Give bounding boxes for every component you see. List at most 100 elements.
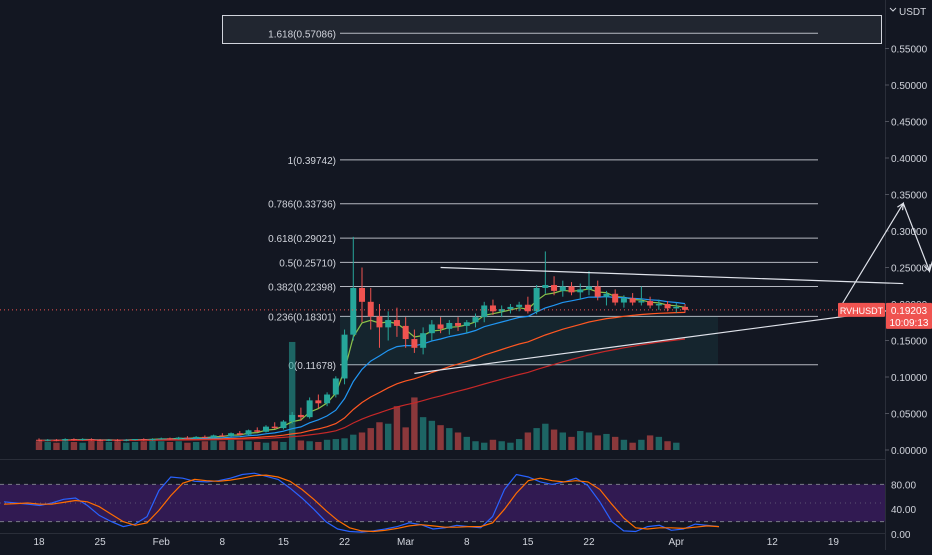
stoch-axis-label: 0.00 bbox=[891, 530, 911, 541]
candle-down[interactable] bbox=[297, 414, 304, 418]
candle-down[interactable] bbox=[140, 439, 147, 441]
stoch-axis-label: 80.00 bbox=[891, 480, 916, 491]
fib-level-label: 0.236(0.18301) bbox=[268, 312, 336, 323]
volume-bar bbox=[611, 436, 619, 450]
candle-down[interactable] bbox=[376, 316, 383, 328]
fib-target-box[interactable] bbox=[222, 15, 882, 44]
candle-down[interactable] bbox=[359, 287, 366, 302]
candle-down[interactable] bbox=[393, 320, 400, 326]
candle-up[interactable] bbox=[481, 305, 488, 318]
candle-down[interactable] bbox=[114, 439, 121, 441]
candle-up[interactable] bbox=[516, 304, 523, 307]
volume-bar bbox=[105, 441, 113, 450]
stoch-rsi-pane[interactable]: 80.00 40.00 0.00 bbox=[0, 472, 916, 541]
volume-bar bbox=[219, 441, 226, 450]
candle-down[interactable] bbox=[455, 322, 462, 326]
candle-up[interactable] bbox=[210, 435, 217, 438]
volume-bar bbox=[140, 441, 147, 450]
candle-down[interactable] bbox=[201, 436, 208, 438]
candle-up[interactable] bbox=[79, 439, 86, 441]
candle-down[interactable] bbox=[489, 305, 496, 312]
candle-up[interactable] bbox=[289, 414, 296, 422]
candle-down[interactable] bbox=[551, 285, 558, 291]
candle-down[interactable] bbox=[97, 439, 104, 441]
time-axis-label: 8 bbox=[220, 537, 226, 548]
candle-up[interactable] bbox=[306, 400, 313, 418]
candle-down[interactable] bbox=[70, 439, 77, 441]
candle-up[interactable] bbox=[385, 320, 392, 328]
candle-down[interactable] bbox=[629, 298, 636, 303]
candle-down[interactable] bbox=[612, 293, 619, 303]
candle-up[interactable] bbox=[498, 309, 505, 312]
candle-up[interactable] bbox=[428, 324, 435, 334]
candle-up[interactable] bbox=[332, 378, 339, 395]
candle-down[interactable] bbox=[402, 325, 409, 340]
candle-down[interactable] bbox=[594, 286, 601, 297]
candle-down[interactable] bbox=[367, 301, 374, 317]
candle-down[interactable] bbox=[254, 430, 261, 432]
candle-up[interactable] bbox=[420, 333, 427, 348]
candle-down[interactable] bbox=[271, 426, 278, 429]
candle-down[interactable] bbox=[88, 439, 95, 441]
candle-down[interactable] bbox=[647, 301, 654, 306]
volume-bar bbox=[489, 439, 497, 450]
candle-up[interactable] bbox=[533, 287, 540, 312]
candle-up[interactable] bbox=[585, 286, 592, 290]
candle-down[interactable] bbox=[166, 438, 173, 440]
symbol-badge[interactable] bbox=[838, 302, 885, 317]
candle-up[interactable] bbox=[324, 394, 331, 404]
candle-down[interactable] bbox=[568, 286, 575, 293]
candle-up[interactable] bbox=[175, 437, 182, 440]
candle-down[interactable] bbox=[411, 339, 418, 348]
candle-up[interactable] bbox=[446, 322, 453, 329]
candle-down[interactable] bbox=[236, 433, 243, 435]
candle-down[interactable] bbox=[437, 324, 444, 329]
last-price-badge[interactable] bbox=[886, 302, 932, 329]
candle-down[interactable] bbox=[524, 304, 531, 312]
time-axis[interactable]: 18 25 Feb 8 15 22 Mar 8 15 22 Apr 12 19 bbox=[33, 537, 839, 548]
price-axis-label: 0.10000 bbox=[891, 373, 928, 384]
candle-up[interactable] bbox=[62, 439, 69, 441]
candle-up[interactable] bbox=[620, 298, 627, 303]
candle-up[interactable] bbox=[193, 436, 200, 439]
projection-path[interactable] bbox=[841, 34, 932, 305]
candle-up[interactable] bbox=[280, 421, 287, 429]
triangle-upper-trendline[interactable] bbox=[440, 266, 904, 285]
candle-up[interactable] bbox=[507, 306, 514, 310]
candle-up[interactable] bbox=[132, 439, 139, 441]
candle-up[interactable] bbox=[350, 287, 357, 335]
candle-up[interactable] bbox=[559, 286, 566, 291]
candle-up[interactable] bbox=[262, 426, 269, 432]
candle-up[interactable] bbox=[638, 301, 645, 303]
candle-up[interactable] bbox=[673, 306, 680, 309]
candle-up[interactable] bbox=[577, 289, 584, 293]
candle-down[interactable] bbox=[664, 304, 671, 309]
candle-up[interactable] bbox=[105, 439, 112, 441]
candle-up[interactable] bbox=[123, 439, 130, 441]
candle-up[interactable] bbox=[655, 304, 662, 306]
candle-up[interactable] bbox=[245, 430, 252, 435]
candle-up[interactable] bbox=[158, 438, 165, 440]
candle-down[interactable] bbox=[219, 435, 226, 437]
candle-up[interactable] bbox=[542, 285, 549, 288]
volume-bar bbox=[446, 428, 453, 450]
candle-down[interactable] bbox=[36, 439, 42, 441]
candle-down[interactable] bbox=[682, 306, 689, 310]
candle-up[interactable] bbox=[463, 322, 470, 326]
candle-up[interactable] bbox=[228, 433, 235, 437]
candle-down[interactable] bbox=[53, 439, 60, 441]
fibonacci-retracement[interactable]: 1.618(0.57086) 1(0.39742) 0.786(0.33736) 0.… bbox=[222, 15, 882, 372]
candle-up[interactable] bbox=[44, 439, 51, 441]
volume-bar bbox=[376, 422, 383, 450]
candle-up[interactable] bbox=[149, 439, 156, 441]
candle-down[interactable] bbox=[315, 400, 322, 404]
candle-up[interactable] bbox=[603, 293, 610, 297]
candle-up[interactable] bbox=[472, 317, 479, 323]
candle-up[interactable] bbox=[341, 334, 348, 379]
chevron-down-icon[interactable] bbox=[889, 7, 897, 12]
volume-bar bbox=[524, 432, 532, 450]
candle-down[interactable] bbox=[184, 437, 191, 439]
last-price-label: 0.19203 bbox=[891, 306, 928, 317]
